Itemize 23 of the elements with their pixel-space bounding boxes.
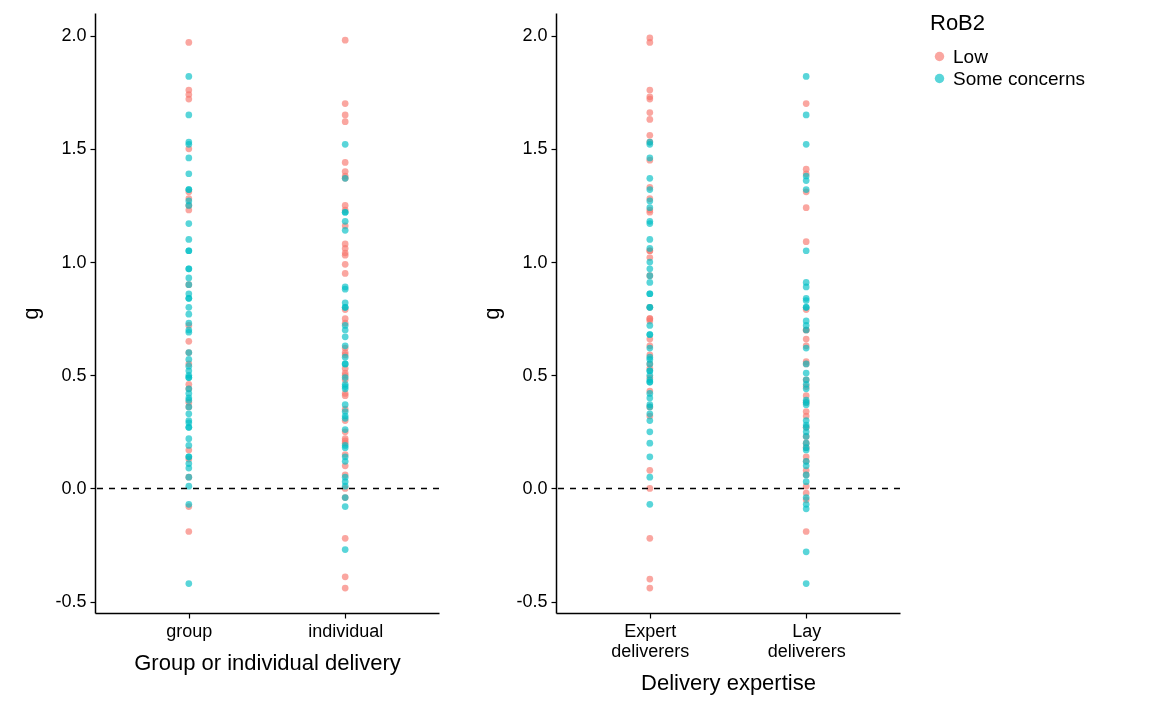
x-tick-label: Expert deliverers [611, 620, 690, 661]
y-tick-label: -0.5 [55, 591, 87, 612]
legend-title: RoB2 [930, 10, 986, 35]
x-axis-title: Group or individual delivery [134, 649, 401, 675]
x-tick-label: individual [308, 620, 384, 641]
y-tick-label: 2.0 [61, 25, 87, 46]
y-tick-label: 1.0 [61, 251, 87, 272]
y-tick-label: 0.5 [61, 364, 87, 385]
y-tick-label: 2.0 [522, 25, 548, 46]
y-tick-label: 0.0 [522, 477, 548, 498]
y-axis-title: g [18, 307, 44, 320]
y-tick-label: 1.0 [522, 251, 548, 272]
legend-label: Low [953, 45, 989, 67]
x-tick-label: Lay deliverers [767, 620, 846, 661]
y-axis-title: g [479, 307, 505, 320]
legend-label: Some concerns [953, 67, 1086, 89]
x-tick-label: group [166, 620, 213, 641]
y-tick-label: 0.5 [522, 364, 548, 385]
y-tick-label: -0.5 [516, 591, 548, 612]
y-tick-label: 1.5 [522, 138, 548, 159]
y-tick-label: 0.0 [61, 477, 87, 498]
x-axis-title: Delivery expertise [641, 669, 816, 695]
y-tick-label: 1.5 [61, 138, 87, 159]
